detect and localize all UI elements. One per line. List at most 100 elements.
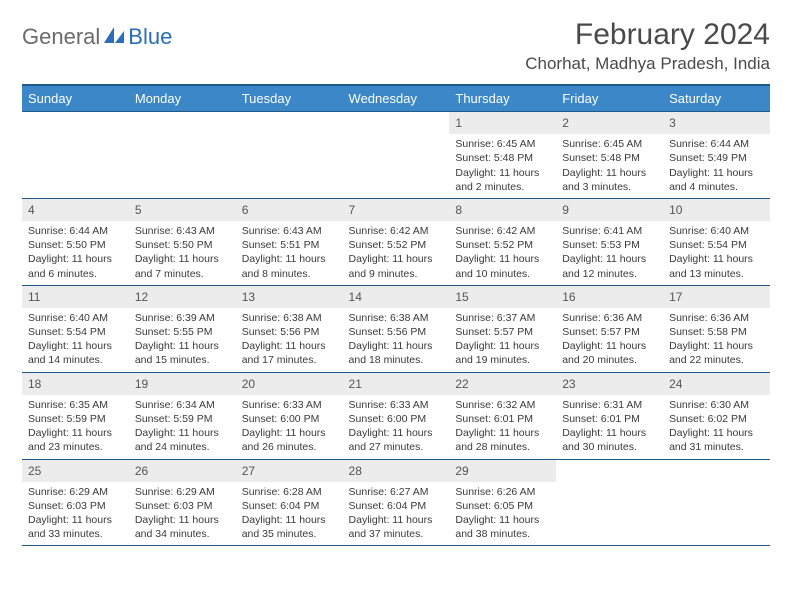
day-body: Sunrise: 6:27 AMSunset: 6:04 PMDaylight:… — [343, 482, 450, 546]
calendar-cell — [22, 112, 129, 199]
sunrise-text: Sunrise: 6:45 AM — [455, 137, 550, 151]
calendar-cell: 2Sunrise: 6:45 AMSunset: 5:48 PMDaylight… — [556, 112, 663, 199]
logo-text-general: General — [22, 24, 100, 50]
day-number: 23 — [556, 373, 663, 395]
day-number: 28 — [343, 460, 450, 482]
daylight-line2: and 15 minutes. — [135, 353, 230, 367]
sunset-text: Sunset: 5:59 PM — [28, 412, 123, 426]
sunset-text: Sunset: 5:51 PM — [242, 238, 337, 252]
day-number: 1 — [449, 112, 556, 134]
sunrise-text: Sunrise: 6:42 AM — [349, 224, 444, 238]
daylight-line1: Daylight: 11 hours — [562, 426, 657, 440]
daylight-line1: Daylight: 11 hours — [349, 513, 444, 527]
calendar-cell — [129, 112, 236, 199]
daylight-line1: Daylight: 11 hours — [135, 513, 230, 527]
calendar-row: 18 Sunrise: 6:35 AMSunset: 5:59 PM Dayligh… — [22, 372, 770, 459]
calendar-row: 4Sunrise: 6:44 AMSunset: 5:50 PMDaylight… — [22, 198, 770, 285]
day-body: Sunrise: 6:44 AMSunset: 5:49 PMDaylight:… — [663, 134, 770, 198]
calendar-cell: 4Sunrise: 6:44 AMSunset: 5:50 PMDaylight… — [22, 198, 129, 285]
calendar-cell — [236, 112, 343, 199]
sunrise-text: Sunrise: 6:43 AM — [242, 224, 337, 238]
daylight-line2: and 2 minutes. — [455, 180, 550, 194]
calendar-cell: 28Sunrise: 6:27 AMSunset: 6:04 PMDayligh… — [343, 459, 450, 546]
daylight-line1: Daylight: 11 hours — [349, 426, 444, 440]
daylight-line1: Daylight: 11 hours — [455, 339, 550, 353]
sunrise-text: Sunrise: 6:29 AM — [28, 485, 123, 499]
calendar-row: 11Sunrise: 6:40 AMSunset: 5:54 PMDayligh… — [22, 285, 770, 372]
day-body: Sunrise: 6:32 AMSunset: 6:01 PMDaylight:… — [449, 395, 556, 459]
calendar-cell: 23Sunrise: 6:31 AMSunset: 6:01 PMDayligh… — [556, 372, 663, 459]
day-number: 13 — [236, 286, 343, 308]
month-title: February 2024 — [525, 18, 770, 52]
day-number: 4 — [22, 199, 129, 221]
daylight-line1: Daylight: 11 hours — [242, 513, 337, 527]
day-number: 19 — [129, 373, 236, 395]
day-header: Wednesday — [343, 85, 450, 112]
day-number: 27 — [236, 460, 343, 482]
sunset-text: Sunset: 6:03 PM — [135, 499, 230, 513]
day-number: 6 — [236, 199, 343, 221]
sunrise-text: Sunrise: 6:35 AM — [28, 398, 123, 412]
calendar-cell: 21Sunrise: 6:33 AMSunset: 6:00 PMDayligh… — [343, 372, 450, 459]
day-body: Sunrise: 6:29 AMSunset: 6:03 PMDaylight:… — [22, 482, 129, 546]
day-number: 26 — [129, 460, 236, 482]
day-header: Monday — [129, 85, 236, 112]
day-number: 14 — [343, 286, 450, 308]
sunset-text: Sunset: 5:54 PM — [28, 325, 123, 339]
sunset-text: Sunset: 5:49 PM — [669, 151, 764, 165]
day-number: 9 — [556, 199, 663, 221]
day-header: Friday — [556, 85, 663, 112]
daylight-line1: Daylight: 11 hours — [669, 252, 764, 266]
day-number: 3 — [663, 112, 770, 134]
sunset-text: Sunset: 5:56 PM — [349, 325, 444, 339]
daylight-line2: and 9 minutes. — [349, 267, 444, 281]
day-body: Sunrise: 6:42 AMSunset: 5:52 PMDaylight:… — [343, 221, 450, 285]
daylight-line2: and 27 minutes. — [349, 440, 444, 454]
day-number: 16 — [556, 286, 663, 308]
day-number: 21 — [343, 373, 450, 395]
sunset-text: Sunset: 6:01 PM — [455, 412, 550, 426]
daylight-line1: Daylight: 11 hours — [28, 513, 123, 527]
daylight-line2: and 12 minutes. — [562, 267, 657, 281]
daylight-line1: Daylight: 11 hours — [455, 166, 550, 180]
daylight-line2: and 4 minutes. — [669, 180, 764, 194]
day-body: Sunrise: 6:39 AMSunset: 5:55 PMDaylight:… — [129, 308, 236, 372]
calendar-table: SundayMondayTuesdayWednesdayThursdayFrid… — [22, 84, 770, 546]
day-body: Sunrise: 6:33 AMSunset: 6:00 PMDaylight:… — [343, 395, 450, 459]
daylight-line1: Daylight: 11 hours — [669, 426, 764, 440]
day-body: Sunrise: 6:31 AMSunset: 6:01 PMDaylight:… — [556, 395, 663, 459]
day-number: 29 — [449, 460, 556, 482]
daylight-line2: and 19 minutes. — [455, 353, 550, 367]
day-number: 24 — [663, 373, 770, 395]
sunrise-text: Sunrise: 6:32 AM — [455, 398, 550, 412]
daylight-line1: Daylight: 11 hours — [349, 339, 444, 353]
sunset-text: Sunset: 5:55 PM — [135, 325, 230, 339]
calendar-cell: 5Sunrise: 6:43 AMSunset: 5:50 PMDaylight… — [129, 198, 236, 285]
sunrise-text: Sunrise: 6:33 AM — [349, 398, 444, 412]
day-body: Sunrise: 6:45 AMSunset: 5:48 PMDaylight:… — [449, 134, 556, 198]
day-header: Sunday — [22, 85, 129, 112]
day-body: Sunrise: 6:36 AMSunset: 5:58 PMDaylight:… — [663, 308, 770, 372]
day-body: Sunrise: 6:38 AMSunset: 5:56 PMDaylight:… — [343, 308, 450, 372]
daylight-line2: and 22 minutes. — [669, 353, 764, 367]
sunrise-text: Sunrise: 6:26 AM — [455, 485, 550, 499]
sunrise-text: Sunrise: 6:38 AM — [349, 311, 444, 325]
sunset-text: Sunset: 5:50 PM — [28, 238, 123, 252]
calendar-cell: 14Sunrise: 6:38 AMSunset: 5:56 PMDayligh… — [343, 285, 450, 372]
calendar-cell: 29Sunrise: 6:26 AMSunset: 6:05 PMDayligh… — [449, 459, 556, 546]
daylight-line1: Daylight: 11 hours — [135, 426, 230, 440]
daylight-line1: Daylight: 11 hours — [28, 339, 123, 353]
calendar-cell: 7Sunrise: 6:42 AMSunset: 5:52 PMDaylight… — [343, 198, 450, 285]
header: General Blue February 2024 Chorhat, Madh… — [22, 18, 770, 74]
sunset-text: Sunset: 5:48 PM — [562, 151, 657, 165]
daylight-line2: and 8 minutes. — [242, 267, 337, 281]
daylight-line1: Daylight: 11 hours — [135, 339, 230, 353]
daylight-line1: Daylight: 11 hours — [562, 339, 657, 353]
sunrise-text: Sunrise: 6:37 AM — [455, 311, 550, 325]
sunset-text: Sunset: 5:54 PM — [669, 238, 764, 252]
day-number: 18 — [22, 373, 129, 395]
day-header: Tuesday — [236, 85, 343, 112]
sunrise-text: Sunrise: 6:44 AM — [669, 137, 764, 151]
day-number: 12 — [129, 286, 236, 308]
calendar-cell: 6Sunrise: 6:43 AMSunset: 5:51 PMDaylight… — [236, 198, 343, 285]
